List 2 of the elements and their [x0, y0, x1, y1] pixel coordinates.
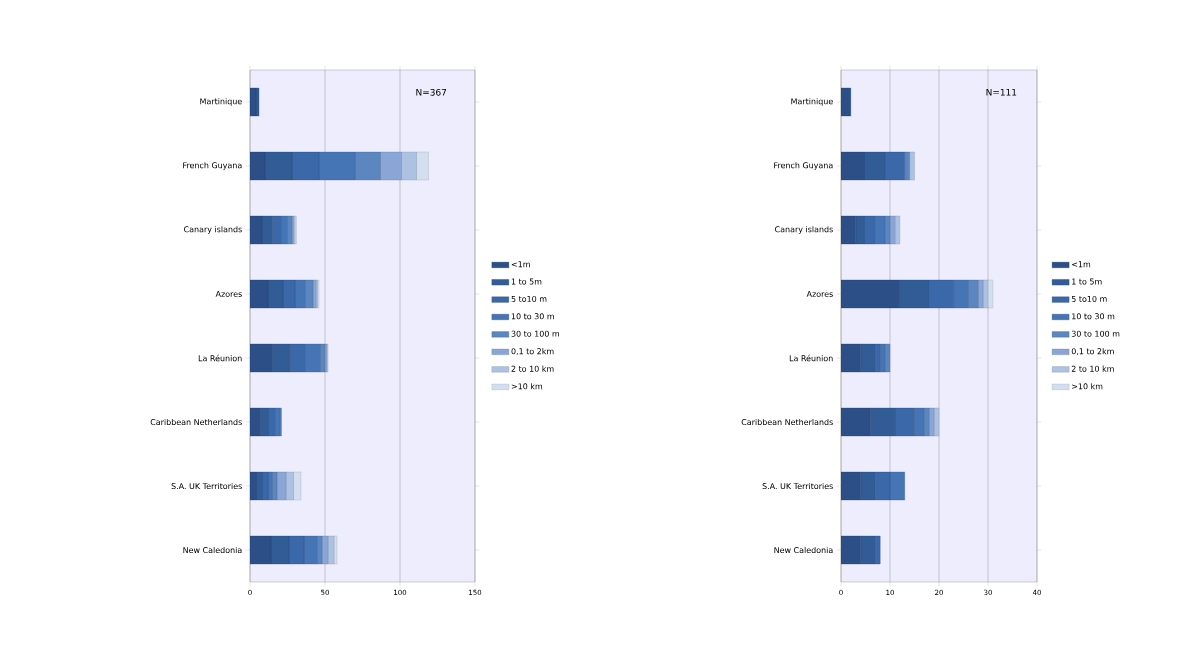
annotation: N=111: [986, 88, 1017, 96]
annotation: N=367: [416, 88, 447, 96]
